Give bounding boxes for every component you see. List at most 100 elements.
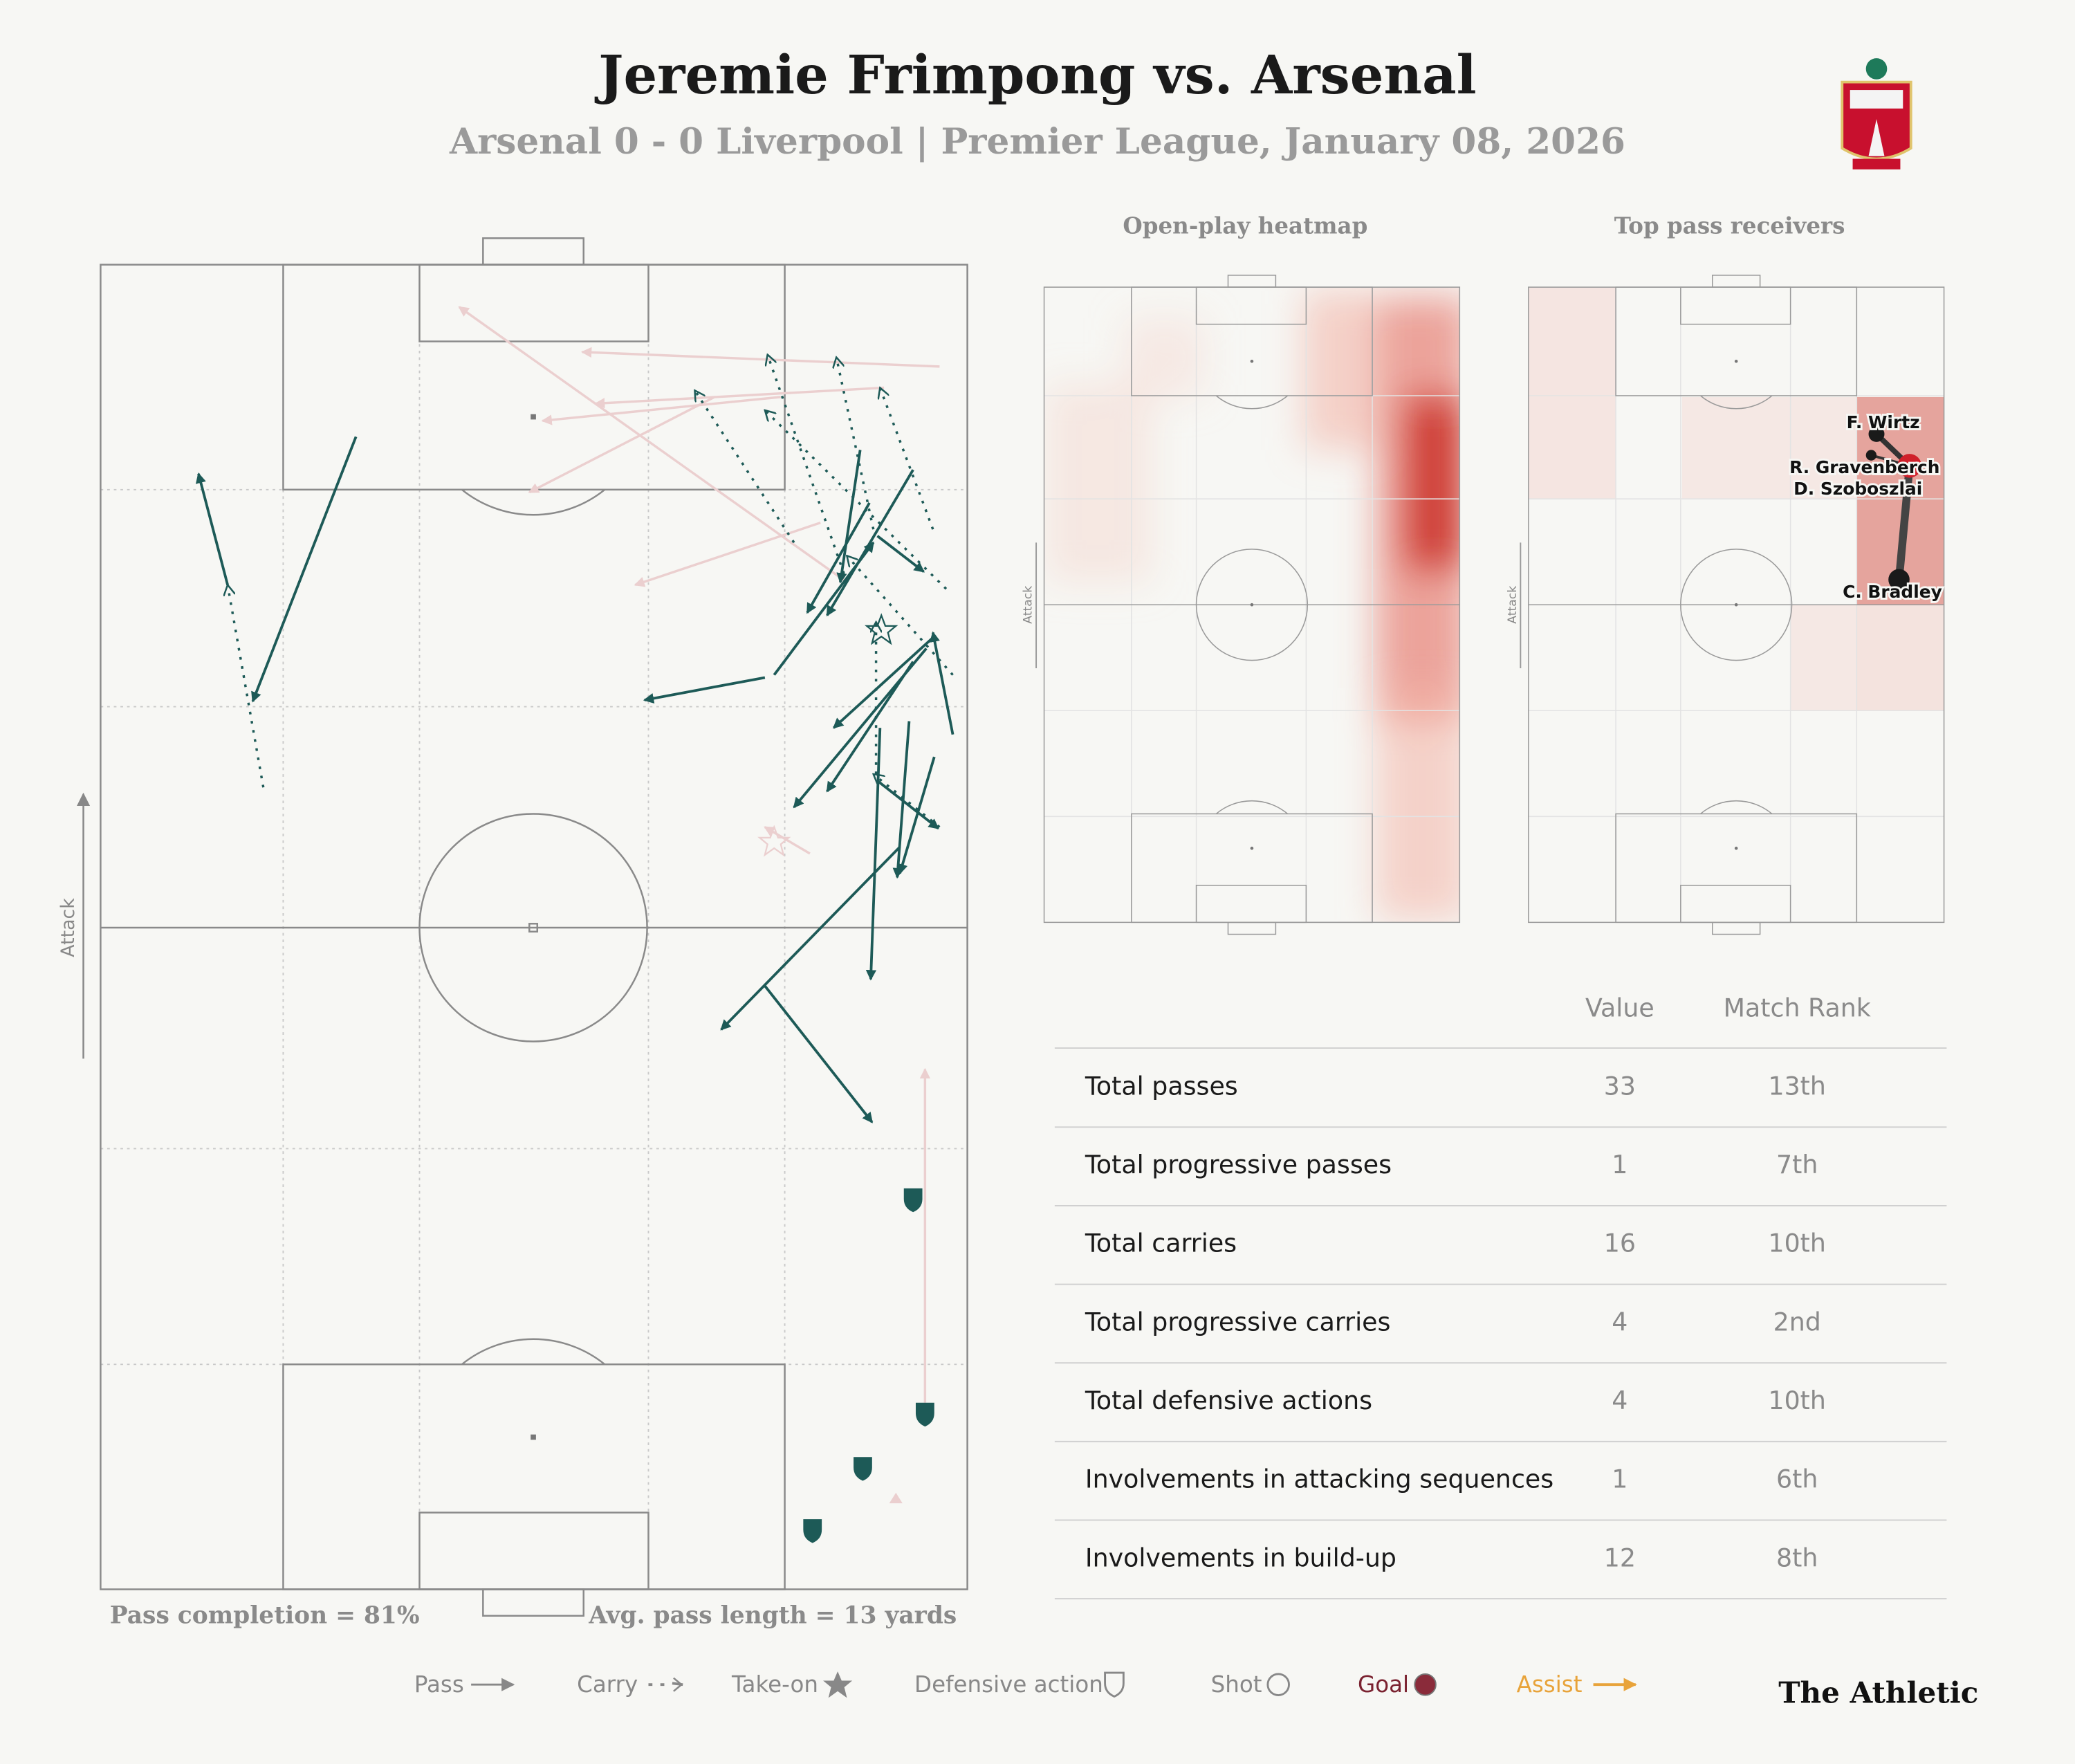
legend-label: Defensive action bbox=[914, 1671, 1103, 1698]
carry bbox=[228, 585, 265, 788]
title: Jeremie Frimpong vs. Arsenal bbox=[594, 44, 1476, 107]
mini-pitch bbox=[1528, 275, 1945, 935]
spot bbox=[1250, 359, 1254, 363]
spot bbox=[1734, 359, 1738, 363]
take-on bbox=[757, 825, 791, 857]
goal bbox=[1227, 921, 1277, 935]
player-node bbox=[1865, 450, 1877, 461]
events bbox=[195, 306, 954, 1543]
legend-label: Pass bbox=[414, 1671, 464, 1698]
club-crest bbox=[1841, 58, 1912, 169]
zone-fill bbox=[1681, 396, 1857, 499]
unsuccessful-pass bbox=[528, 396, 715, 494]
stats-table: Value Match Rank Total passes 33 13th Total p… bbox=[1054, 993, 1947, 1600]
carry bbox=[694, 390, 795, 544]
legend-icon bbox=[823, 1671, 853, 1698]
row-rank: 8th bbox=[1776, 1543, 1818, 1572]
unsuccessful-pass bbox=[580, 347, 940, 368]
player-node bbox=[1897, 454, 1922, 478]
carry bbox=[768, 355, 849, 583]
centre-circle bbox=[1680, 549, 1793, 661]
pass bbox=[865, 728, 882, 981]
pass bbox=[876, 535, 925, 573]
pass bbox=[826, 661, 914, 793]
penalty-box bbox=[1615, 813, 1858, 924]
pass bbox=[876, 780, 940, 830]
row-label: Involvements in attacking sequences bbox=[1085, 1464, 1553, 1494]
spot bbox=[1250, 846, 1254, 850]
unsuccessful-pass bbox=[541, 396, 781, 425]
pass bbox=[832, 634, 937, 729]
penalty-box bbox=[1615, 286, 1858, 396]
row-value: 1 bbox=[1612, 1150, 1627, 1179]
legend-icon bbox=[1266, 1673, 1290, 1696]
six-yard-box bbox=[1195, 885, 1307, 924]
legend-label: Take-on bbox=[731, 1671, 818, 1698]
receiver-label: F. Wirtz bbox=[1847, 412, 1920, 432]
spot bbox=[1734, 846, 1738, 850]
row-label: Total progressive passes bbox=[1085, 1150, 1392, 1179]
row-value: 1 bbox=[1612, 1464, 1627, 1494]
failed-action bbox=[889, 1492, 903, 1504]
six-yard-box bbox=[418, 1512, 649, 1590]
row-value: 4 bbox=[1612, 1307, 1627, 1336]
row-rank: 2nd bbox=[1773, 1307, 1821, 1336]
penalty-arc bbox=[1215, 395, 1289, 410]
link bbox=[1894, 465, 1914, 580]
heat-cell bbox=[1303, 291, 1376, 450]
penalty-spot bbox=[531, 414, 536, 420]
pass bbox=[897, 756, 936, 875]
row-label: Total passes bbox=[1085, 1071, 1238, 1101]
row-rank: 6th bbox=[1776, 1464, 1818, 1494]
penalty-box bbox=[1131, 813, 1373, 924]
carry bbox=[836, 358, 875, 530]
goal bbox=[482, 237, 584, 266]
heat-cell bbox=[1376, 688, 1460, 920]
pass bbox=[251, 436, 358, 703]
row-value: 4 bbox=[1612, 1386, 1627, 1415]
legend-icon bbox=[673, 1677, 683, 1692]
player-node bbox=[1848, 486, 1857, 495]
goal bbox=[1712, 921, 1761, 935]
column-header: Value bbox=[1585, 993, 1654, 1023]
receiver-network bbox=[1848, 425, 1922, 591]
goal bbox=[482, 1588, 584, 1617]
pass bbox=[195, 472, 229, 586]
pass bbox=[836, 450, 862, 584]
pass bbox=[806, 502, 871, 614]
heat-cell bbox=[1045, 383, 1152, 582]
brand: The Athletic bbox=[1778, 1675, 1978, 1710]
six-yard-box bbox=[1680, 885, 1791, 924]
centre-circle bbox=[1195, 549, 1309, 661]
legend-icon bbox=[648, 1682, 683, 1687]
unsuccessful-pass bbox=[594, 386, 885, 409]
penalty-arc bbox=[461, 488, 606, 516]
player-node bbox=[1868, 425, 1885, 442]
pass bbox=[720, 845, 901, 1031]
row-value: 12 bbox=[1604, 1543, 1636, 1572]
defensive-action bbox=[854, 1457, 872, 1481]
subtitle: Arsenal 0 - 0 Liverpool | Premier League… bbox=[449, 121, 1625, 163]
pass bbox=[929, 631, 954, 735]
carry bbox=[874, 774, 941, 828]
six-yard-box bbox=[418, 264, 649, 342]
unsuccessful-pass bbox=[634, 521, 821, 587]
panel-title: Top pass receivers bbox=[1614, 212, 1845, 239]
zone-fill bbox=[1528, 287, 1616, 499]
row-label: Total progressive carries bbox=[1085, 1307, 1391, 1336]
spot bbox=[1734, 603, 1738, 607]
legend-label: Shot bbox=[1211, 1671, 1262, 1698]
attack-label: Attack bbox=[57, 898, 79, 957]
penalty-arc bbox=[461, 1338, 606, 1366]
legend-label: Carry bbox=[577, 1671, 638, 1698]
penalty-box bbox=[282, 264, 786, 491]
row-rank: 10th bbox=[1768, 1229, 1826, 1258]
heat-cell bbox=[1405, 396, 1460, 569]
receiver-label: R. Gravenberch bbox=[1789, 457, 1939, 477]
row-label: Total carries bbox=[1085, 1229, 1237, 1258]
row-rank: 10th bbox=[1768, 1386, 1826, 1415]
pass bbox=[643, 676, 766, 704]
